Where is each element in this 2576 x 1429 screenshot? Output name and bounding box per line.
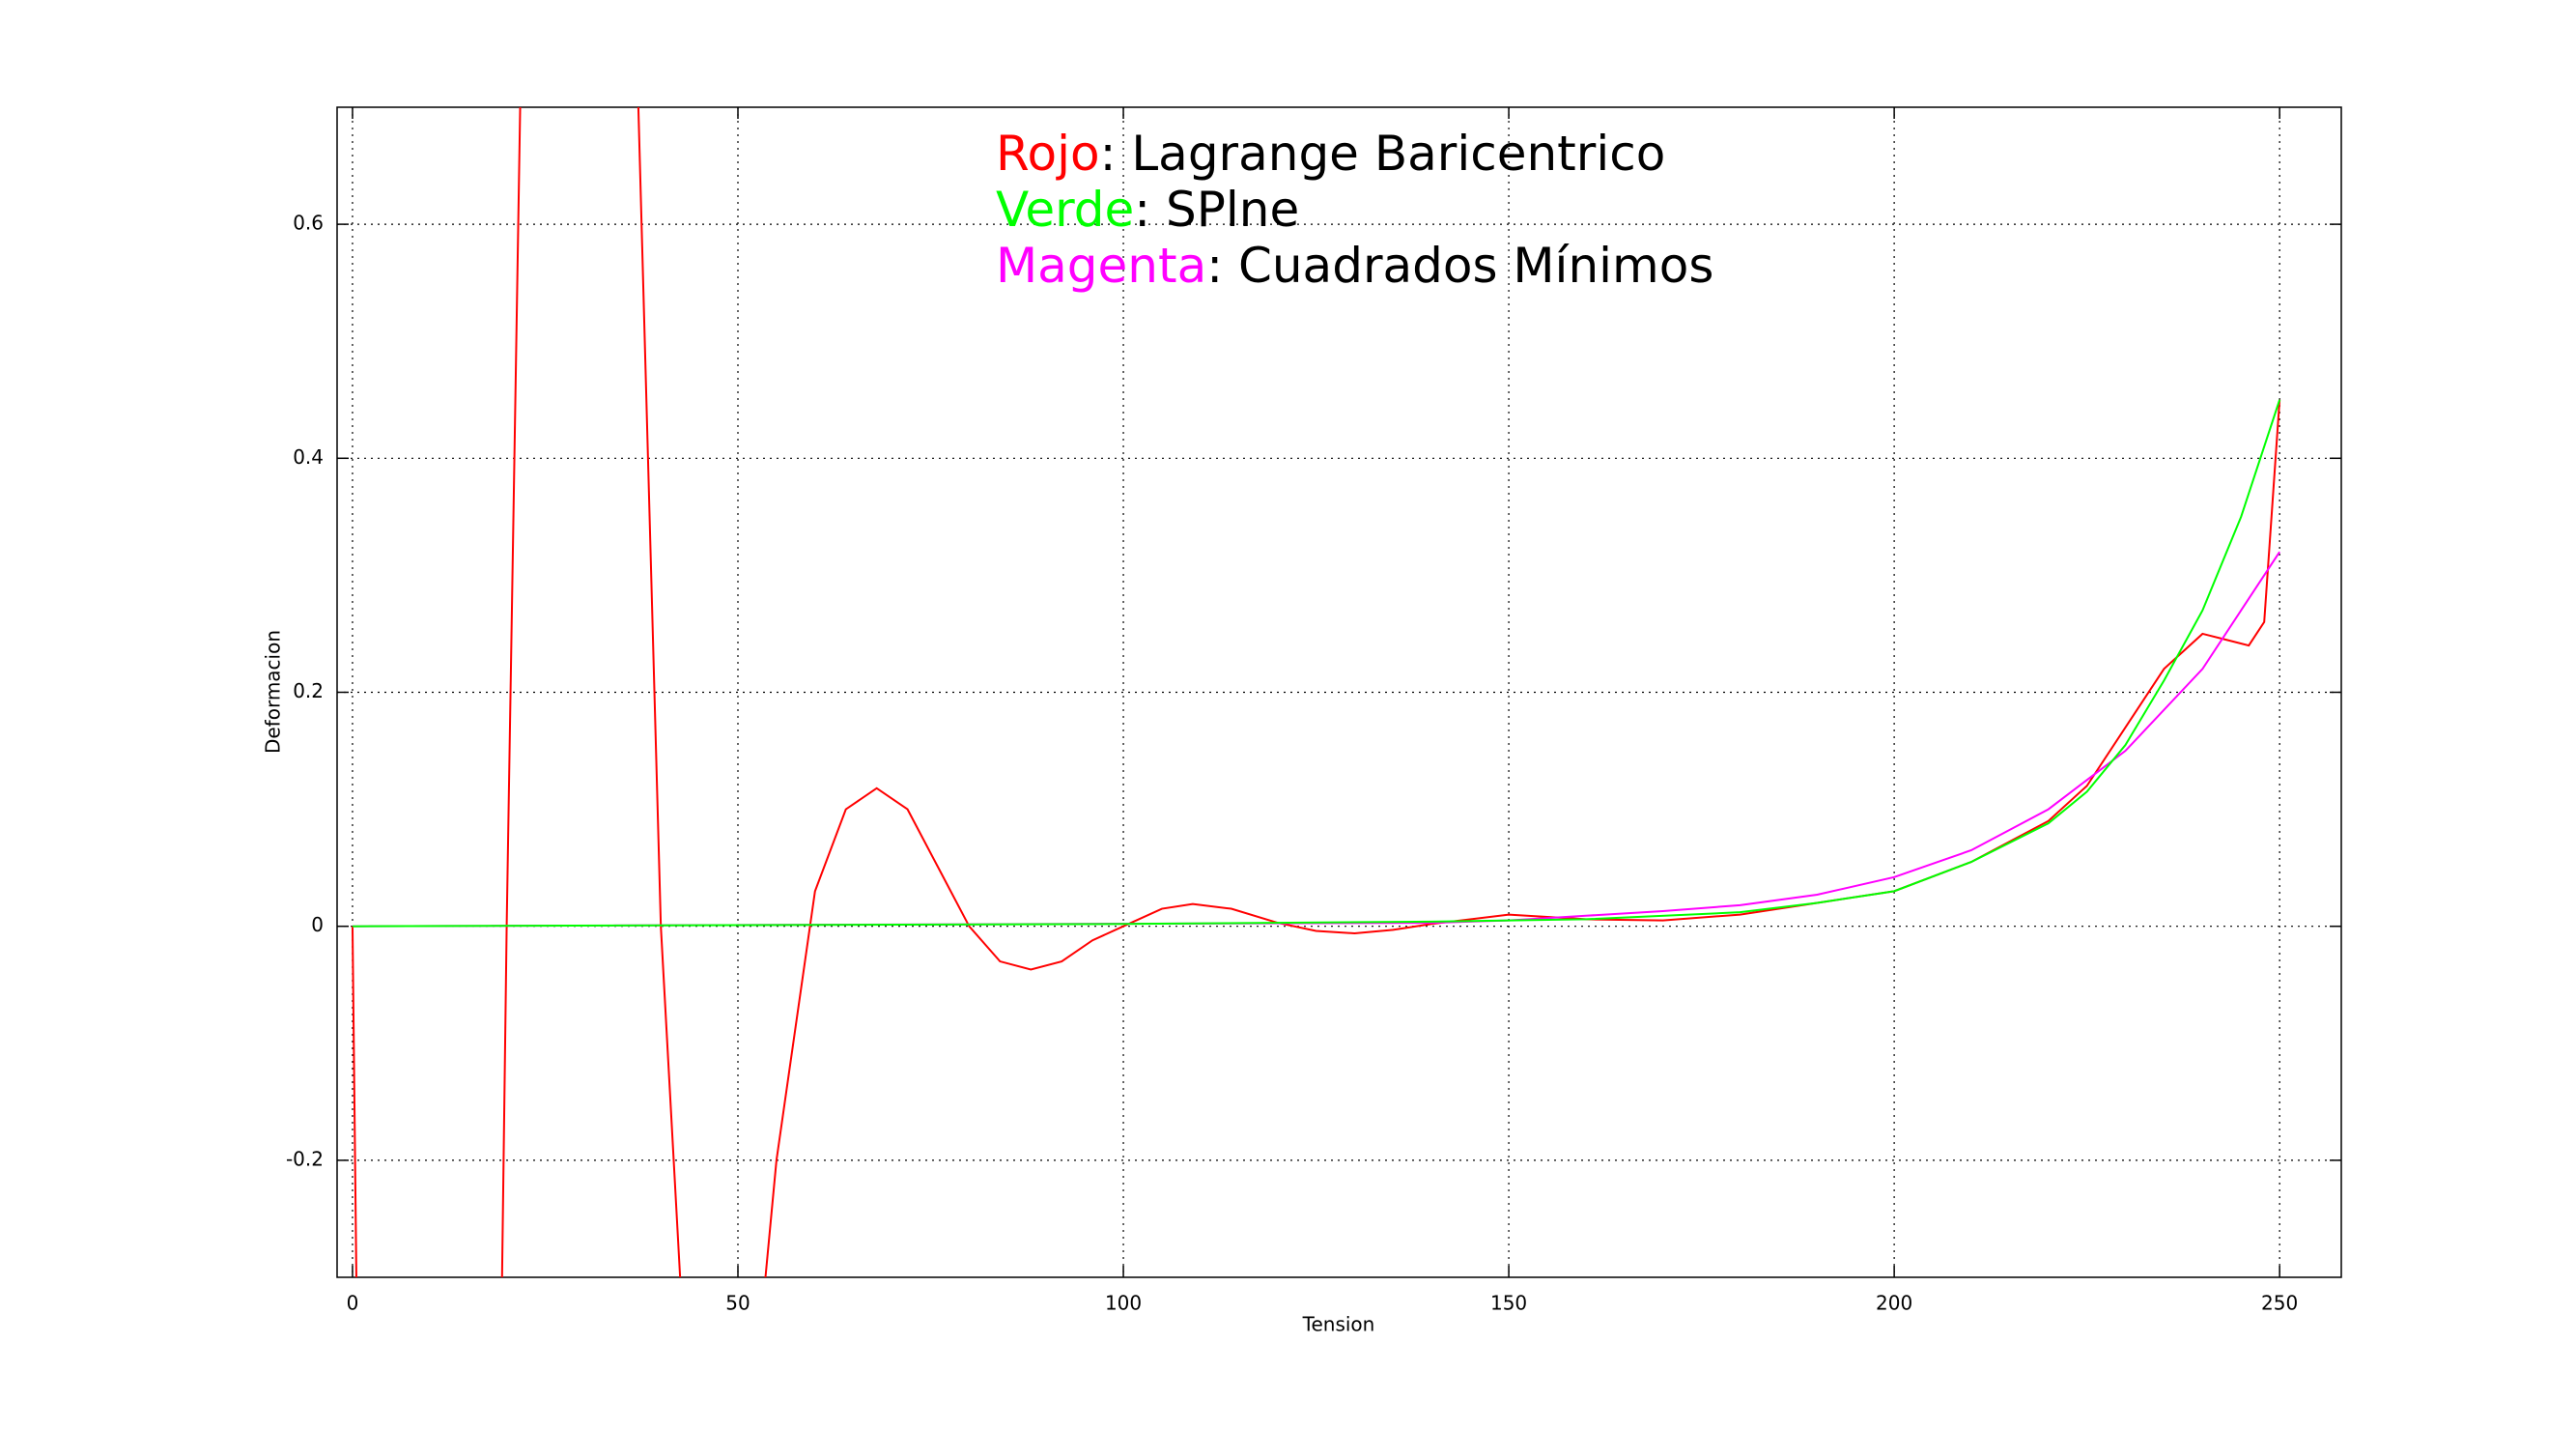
x-tick-label: 0 [347, 1292, 359, 1315]
y-tick-label: 0.2 [293, 679, 324, 702]
y-tick-label: 0.4 [293, 445, 324, 469]
legend-label: : Lagrange Baricentrico [1100, 126, 1666, 182]
legend-entry: Magenta: Cuadrados Mínimos [996, 238, 1713, 294]
plot-lines [351, 107, 2281, 1277]
legend-name: Rojo [996, 126, 1100, 182]
data-line [352, 399, 2281, 928]
x-tick-label: 250 [2261, 1292, 2298, 1315]
x-axis-label: Tension [1302, 1313, 1375, 1336]
x-tick-label: 150 [1490, 1292, 1527, 1315]
data-line [351, 107, 2281, 1277]
legend-name: Verde [996, 182, 1134, 238]
y-tick-label: -0.2 [286, 1147, 324, 1170]
y-axis-label: Deformacion [262, 630, 285, 754]
legend-name: Magenta [996, 238, 1206, 294]
x-tick-label: 100 [1105, 1292, 1142, 1315]
legend-label: : SPlne [1134, 182, 1299, 238]
legend-entry: Rojo: Lagrange Baricentrico [996, 126, 1665, 182]
legend-label: : Cuadrados Mínimos [1206, 238, 1713, 294]
y-tick-label: 0.6 [293, 212, 324, 235]
x-tick-label: 50 [725, 1292, 750, 1315]
y-tick-label: 0 [311, 913, 324, 936]
x-tick-label: 200 [1876, 1292, 1912, 1315]
legend-entry: Verde: SPlne [996, 182, 1299, 238]
